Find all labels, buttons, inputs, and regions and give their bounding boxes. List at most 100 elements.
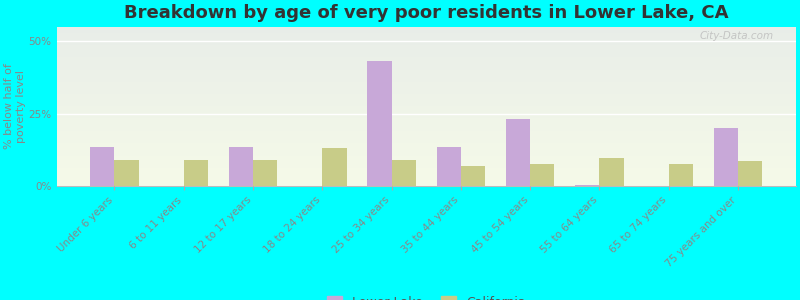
Bar	[57, 58, 796, 59]
Bar	[57, 160, 796, 161]
Bar	[57, 51, 796, 52]
Bar	[57, 69, 796, 70]
Y-axis label: % below half of
poverty level: % below half of poverty level	[4, 63, 26, 149]
Bar	[57, 163, 796, 164]
Bar	[57, 127, 796, 128]
Bar	[57, 182, 796, 183]
Bar	[57, 93, 796, 94]
Bar	[57, 148, 796, 149]
Bar	[57, 89, 796, 90]
Bar	[57, 52, 796, 53]
Bar	[461, 166, 485, 186]
Bar	[57, 42, 796, 43]
Bar	[57, 105, 796, 106]
Bar	[57, 107, 796, 108]
Bar	[57, 119, 796, 120]
Bar	[57, 109, 796, 110]
Bar	[57, 27, 796, 28]
Bar	[57, 100, 796, 101]
Bar	[57, 150, 796, 151]
Bar	[57, 159, 796, 160]
Bar	[57, 37, 796, 38]
Bar	[57, 185, 796, 186]
Bar	[57, 85, 796, 86]
Bar	[57, 118, 796, 119]
Bar	[57, 72, 796, 73]
Bar	[57, 113, 796, 114]
Bar	[57, 121, 796, 122]
Bar	[57, 57, 796, 58]
Bar	[57, 42, 796, 43]
Bar	[57, 140, 796, 141]
Bar	[57, 124, 796, 125]
Bar	[57, 68, 796, 69]
Bar	[57, 29, 796, 30]
Bar	[57, 160, 796, 161]
Bar	[530, 164, 554, 186]
Bar	[57, 142, 796, 143]
Bar	[57, 151, 796, 152]
Bar	[57, 156, 796, 157]
Bar	[57, 48, 796, 49]
Bar	[57, 173, 796, 174]
Bar	[57, 174, 796, 175]
Bar	[57, 91, 796, 92]
Bar	[57, 84, 796, 85]
Bar	[57, 53, 796, 54]
Bar	[57, 130, 796, 131]
Bar	[506, 119, 530, 186]
Bar	[184, 160, 208, 186]
Bar	[57, 61, 796, 62]
Bar	[57, 108, 796, 109]
Bar	[57, 74, 796, 75]
Bar	[57, 123, 796, 124]
Bar	[57, 64, 796, 65]
Bar	[57, 128, 796, 129]
Bar	[367, 61, 391, 186]
Bar	[57, 147, 796, 148]
Bar	[57, 112, 796, 113]
Bar	[57, 61, 796, 62]
Bar	[57, 104, 796, 105]
Bar	[57, 32, 796, 33]
Bar	[57, 54, 796, 55]
Bar	[57, 60, 796, 61]
Bar	[669, 164, 693, 186]
Bar	[57, 98, 796, 99]
Bar	[57, 55, 796, 56]
Bar	[57, 134, 796, 135]
Bar	[57, 177, 796, 178]
Bar	[57, 50, 796, 51]
Bar	[57, 157, 796, 158]
Bar	[57, 144, 796, 145]
Bar	[57, 79, 796, 80]
Bar	[57, 161, 796, 162]
Bar	[322, 148, 346, 186]
Bar	[57, 168, 796, 169]
Bar	[575, 184, 599, 186]
Bar	[57, 45, 796, 46]
Bar	[57, 116, 796, 117]
Bar	[738, 161, 762, 186]
Bar	[57, 125, 796, 126]
Bar	[57, 70, 796, 71]
Bar	[57, 40, 796, 41]
Bar	[57, 136, 796, 137]
Bar	[57, 135, 796, 136]
Bar	[57, 114, 796, 115]
Bar	[57, 154, 796, 155]
Bar	[57, 39, 796, 40]
Bar	[57, 171, 796, 172]
Bar	[57, 78, 796, 79]
Bar	[57, 62, 796, 63]
Bar	[57, 152, 796, 153]
Bar	[57, 170, 796, 171]
Bar	[57, 36, 796, 37]
Bar	[57, 85, 796, 86]
Title: Breakdown by age of very poor residents in Lower Lake, CA: Breakdown by age of very poor residents …	[124, 4, 729, 22]
Bar	[57, 96, 796, 97]
Bar	[57, 176, 796, 177]
Bar	[57, 38, 796, 39]
Bar	[57, 110, 796, 111]
Bar	[57, 164, 796, 165]
